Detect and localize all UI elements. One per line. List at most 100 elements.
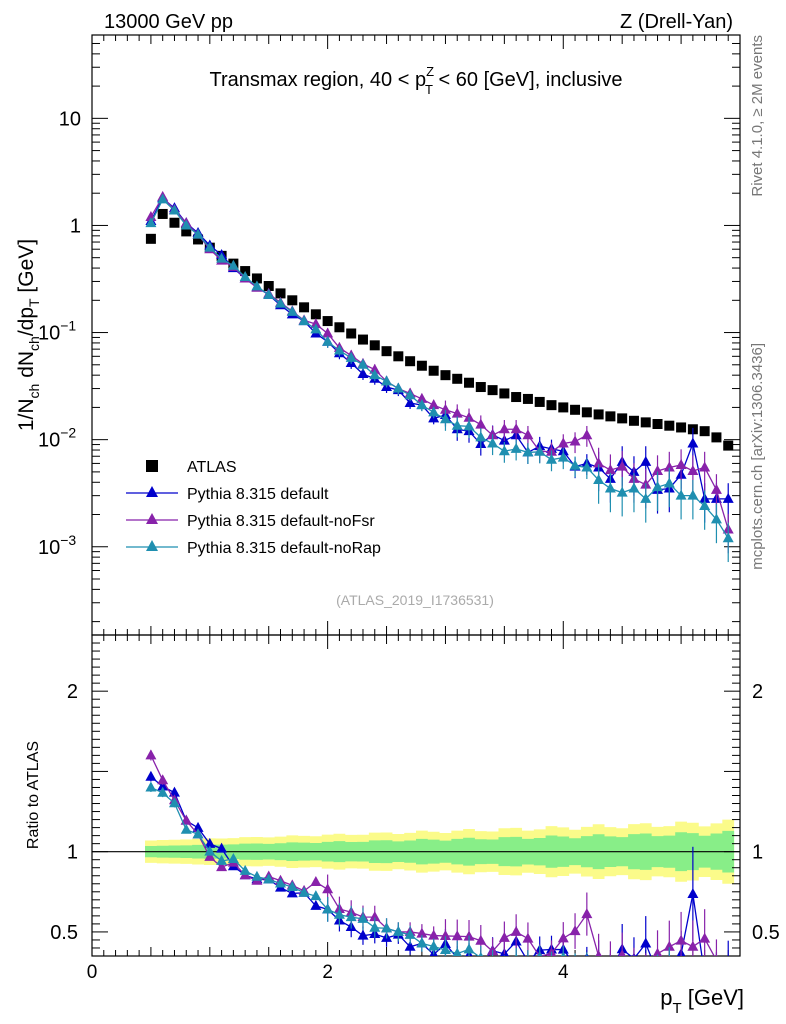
ratio-plot-frame xyxy=(91,634,741,957)
ratio-point-pythia-8-315-default xyxy=(711,963,722,973)
point-pythia-8-315-default-norap xyxy=(404,389,416,400)
ratio-point-pythia-8-315-default-nofsr xyxy=(522,932,534,943)
ratio-point-pythia-8-315-default-nofsr xyxy=(715,954,718,956)
ratio-point-pythia-8-315-default-norap xyxy=(180,823,192,834)
point-atlas xyxy=(310,309,321,320)
axis-tick-labels: 0 2 4 10 1 10−1 10−2 10−3 0.5 0.5 1 1 2 2 xyxy=(38,108,780,983)
point-atlas xyxy=(193,234,204,245)
point-pythia-8-315-default-norap xyxy=(192,228,204,239)
point-pythia-8-315-default-norap xyxy=(557,451,569,462)
point-atlas xyxy=(522,393,533,404)
ratio-y-axis-label: Ratio to ATLAS xyxy=(25,741,42,849)
point-atlas xyxy=(499,388,510,399)
point-pythia-8-315-default-norap xyxy=(333,344,345,355)
ratio-point-pythia-8-315-default xyxy=(204,837,216,848)
point-pythia-8-315-default-nofsr xyxy=(369,363,381,374)
ratio-point-pythia-8-315-default-nofsr xyxy=(428,929,440,940)
ratio-point-pythia-8-315-default-norap xyxy=(345,911,357,922)
point-atlas xyxy=(617,413,628,424)
legend-label-pythia-8-315-default-norap: Pythia 8.315 default-noRap xyxy=(187,540,381,557)
point-pythia-8-315-default-nofsr xyxy=(451,407,463,418)
point-pythia-8-315-default-nofsr xyxy=(663,461,675,472)
y-axis-label: 1/Nch dNch/dpT [GeV] xyxy=(15,239,42,431)
point-pythia-8-315-default-norap xyxy=(286,305,298,316)
ratio-y-tick-label-right: 2 xyxy=(752,681,763,703)
point-pythia-8-315-default-norap xyxy=(463,420,475,431)
point-atlas xyxy=(640,417,651,428)
ratio-point-pythia-8-315-default-norap xyxy=(239,864,251,875)
plot-title: Transmax region, 40 < pZ T < 60 [GeV], in… xyxy=(209,64,622,97)
ratio-point-pythia-8-315-default-norap xyxy=(310,890,322,901)
point-pythia-8-315-default-norap xyxy=(439,413,451,424)
point-pythia-8-315-default-norap xyxy=(675,489,687,500)
point-atlas xyxy=(546,400,557,411)
ratio-point-pythia-8-315-default-norap xyxy=(652,965,663,975)
point-atlas xyxy=(357,334,368,345)
ratio-point-pythia-8-315-default-nofsr xyxy=(475,934,487,945)
point-pythia-8-315-default-norap xyxy=(239,271,251,282)
ratio-point-pythia-8-315-default-norap xyxy=(499,960,510,970)
point-pythia-8-315-default xyxy=(404,396,416,407)
ratio-point-pythia-8-315-default xyxy=(310,899,322,910)
ratio-point-pythia-8-315-default xyxy=(727,955,729,956)
ratio-point-pythia-8-315-default-norap xyxy=(298,886,310,897)
point-pythia-8-315-default-norap xyxy=(275,297,287,308)
point-pythia-8-315-default-norap xyxy=(663,477,675,488)
point-atlas xyxy=(711,432,722,443)
point-pythia-8-315-default xyxy=(722,492,734,503)
ratio-point-pythia-8-315-default-nofsr xyxy=(145,749,157,760)
ratio-point-pythia-8-315-default xyxy=(357,929,369,940)
ratio-point-pythia-8-315-default-norap xyxy=(699,974,710,984)
ratio-point-pythia-8-315-default-norap xyxy=(157,786,169,797)
point-atlas xyxy=(475,382,486,393)
point-atlas xyxy=(299,302,310,313)
ratio-point-pythia-8-315-default-norap xyxy=(676,969,687,979)
point-pythia-8-315-default-norap xyxy=(534,445,546,456)
ratio-point-pythia-8-315-default-nofsr xyxy=(216,861,228,872)
point-pythia-8-315-default-norap xyxy=(168,204,180,215)
point-atlas xyxy=(558,402,569,413)
point-atlas xyxy=(381,346,392,357)
ratio-point-pythia-8-315-default-nofsr xyxy=(675,934,687,945)
x-tick-label: 4 xyxy=(558,962,569,983)
point-pythia-8-315-default-norap xyxy=(369,369,381,380)
ratio-point-pythia-8-315-default xyxy=(570,959,581,969)
point-atlas xyxy=(169,217,180,228)
point-pythia-8-315-default-nofsr xyxy=(652,464,664,475)
ratio-point-pythia-8-315-default-nofsr xyxy=(610,955,611,956)
point-atlas xyxy=(428,365,439,376)
point-atlas xyxy=(334,322,345,333)
ratio-point-pythia-8-315-default-norap xyxy=(286,880,298,891)
x-axis-label: pT [GeV] xyxy=(660,985,744,1017)
point-pythia-8-315-default-norap xyxy=(310,323,322,334)
point-pythia-8-315-default-norap xyxy=(357,358,369,369)
point-pythia-8-315-default-norap xyxy=(581,461,593,472)
ratio-point-pythia-8-315-default-norap xyxy=(227,852,239,863)
point-pythia-8-315-default-nofsr xyxy=(569,435,581,446)
ratio-point-pythia-8-315-default-nofsr xyxy=(557,932,569,943)
legend-marker-pythia-8-315-default-norap xyxy=(146,540,158,551)
ratio-point-pythia-8-315-default-norap xyxy=(192,828,204,839)
analysis-watermark: (ATLAS_2019_I1736531) xyxy=(336,592,494,608)
ratio-point-pythia-8-315-default-norap xyxy=(275,877,287,888)
line-pythia-8-315-default-nofsr xyxy=(150,195,729,530)
point-pythia-8-315-default-norap xyxy=(392,382,404,393)
point-pythia-8-315-default-nofsr xyxy=(310,318,322,329)
ratio-point-pythia-8-315-default-norap xyxy=(392,925,404,936)
point-atlas xyxy=(346,328,357,339)
ratio-point-pythia-8-315-default-nofsr xyxy=(310,876,322,887)
point-pythia-8-315-default-norap xyxy=(451,419,463,430)
ratio-point-pythia-8-315-default-norap xyxy=(560,951,566,956)
ratio-point-pythia-8-315-default-norap xyxy=(640,975,651,985)
point-atlas xyxy=(369,340,380,351)
ratio-point-pythia-8-315-default-nofsr xyxy=(569,925,581,936)
point-pythia-8-315-default-norap xyxy=(545,453,557,464)
point-pythia-8-315-default-norap xyxy=(381,375,393,386)
point-atlas xyxy=(652,419,663,430)
line-pythia-8-315-default xyxy=(150,197,729,500)
point-pythia-8-315-default xyxy=(640,455,652,466)
x-tick-label: 0 xyxy=(87,962,98,983)
point-atlas xyxy=(570,404,581,415)
point-pythia-8-315-default-nofsr xyxy=(322,327,334,338)
